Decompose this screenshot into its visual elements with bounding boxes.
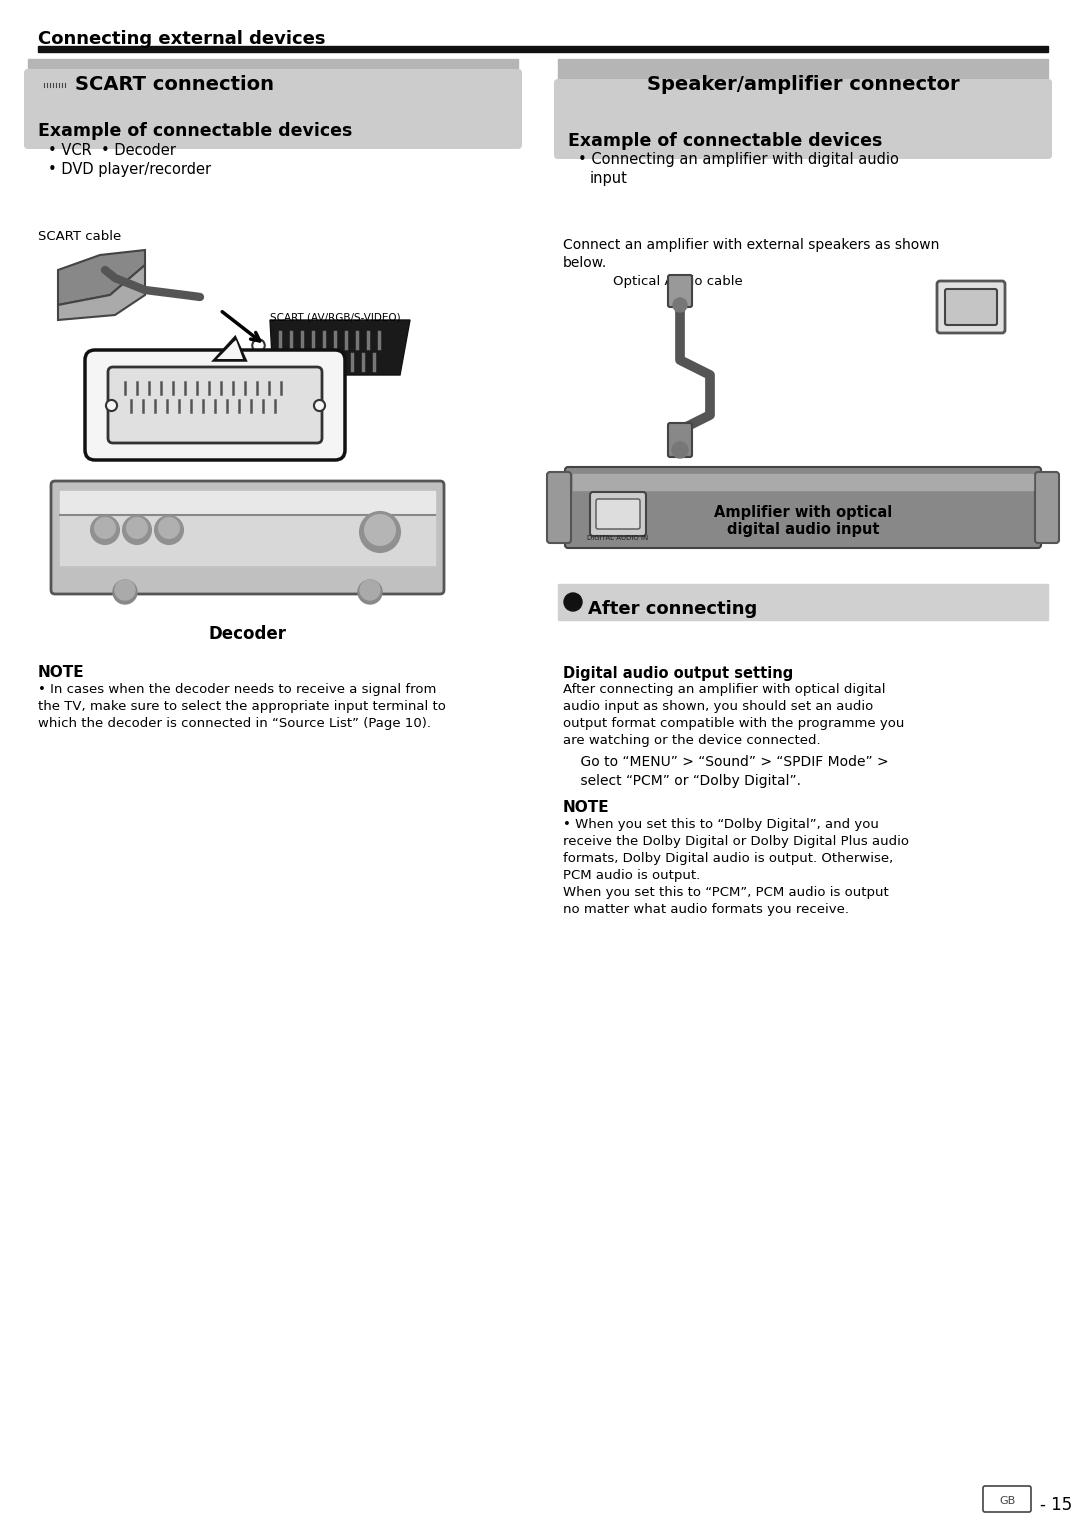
Bar [573,473,1032,490]
Circle shape [114,581,135,601]
Circle shape [564,593,582,611]
Text: SCART cable: SCART cable [38,230,121,244]
Circle shape [91,516,119,544]
Text: - 15: - 15 [1040,1497,1072,1514]
Bar [558,584,1048,620]
FancyBboxPatch shape [937,280,1005,332]
Circle shape [123,516,151,544]
Circle shape [672,443,688,458]
Circle shape [113,581,137,604]
Text: • Connecting an amplifier with digital audio: • Connecting an amplifier with digital a… [578,152,899,167]
Circle shape [360,512,400,552]
Text: DIGITAL AUDIO IN: DIGITAL AUDIO IN [588,535,649,541]
Bar [38,46,1048,52]
FancyBboxPatch shape [596,499,640,529]
Text: DIGITAL
AUDIO
OUTPUT: DIGITAL AUDIO OUTPUT [950,290,993,323]
Text: Connect an amplifier with external speakers as shown
below.: Connect an amplifier with external speak… [563,237,940,271]
Text: Decoder: Decoder [208,625,286,643]
Circle shape [360,581,380,601]
Text: Connecting external devices: Connecting external devices [38,31,325,47]
Text: Amplifier with optical
digital audio input: Amplifier with optical digital audio inp… [714,506,892,538]
Polygon shape [217,340,243,358]
Text: Optical Audio cable: Optical Audio cable [613,276,743,288]
Text: NOTE: NOTE [38,665,84,680]
Text: Example of connectable devices: Example of connectable devices [38,123,352,139]
FancyBboxPatch shape [1035,472,1059,542]
Polygon shape [58,265,145,320]
Circle shape [364,515,396,545]
FancyBboxPatch shape [669,276,692,306]
FancyBboxPatch shape [554,80,1052,159]
Text: Go to “MENU” > “Sound” > “SPDIF Mode” >
    select “PCM” or “Dolby Digital”.: Go to “MENU” > “Sound” > “SPDIF Mode” > … [563,755,889,789]
Bar [60,490,435,513]
FancyBboxPatch shape [24,69,522,149]
Bar [60,515,435,565]
Bar [28,60,518,97]
Text: SCART (AV/RGB/S-VIDEO): SCART (AV/RGB/S-VIDEO) [270,313,401,322]
Text: SCART connection: SCART connection [75,75,274,93]
Polygon shape [215,339,245,360]
Text: Speaker/amplifier connector: Speaker/amplifier connector [647,75,959,93]
Text: After connecting: After connecting [588,601,757,617]
FancyBboxPatch shape [41,70,69,89]
Text: • VCR  • Decoder: • VCR • Decoder [48,142,176,158]
FancyBboxPatch shape [546,472,571,542]
Polygon shape [58,250,145,305]
FancyBboxPatch shape [590,492,646,536]
Text: After connecting an amplifier with optical digital
audio input as shown, you sho: After connecting an amplifier with optic… [563,683,904,748]
Text: NOTE: NOTE [563,800,609,815]
Text: Digital audio output setting: Digital audio output setting [563,666,793,682]
FancyBboxPatch shape [945,290,997,325]
Text: • In cases when the decoder needs to receive a signal from
the TV, make sure to : • In cases when the decoder needs to rec… [38,683,446,731]
Text: • DVD player/recorder: • DVD player/recorder [48,162,211,178]
FancyBboxPatch shape [669,423,692,457]
FancyBboxPatch shape [85,349,345,460]
Text: Example of connectable devices: Example of connectable devices [568,132,882,150]
Text: • When you set this to “Dolby Digital”, and you
receive the Dolby Digital or Dol: • When you set this to “Dolby Digital”, … [563,818,909,916]
Circle shape [156,516,183,544]
Circle shape [357,581,382,604]
FancyBboxPatch shape [51,481,444,594]
Polygon shape [270,320,410,375]
Bar [558,60,1048,97]
Text: GB: GB [999,1497,1015,1506]
Text: input: input [590,172,627,185]
FancyBboxPatch shape [565,467,1041,548]
FancyBboxPatch shape [108,368,322,443]
Circle shape [94,516,116,539]
Circle shape [158,516,180,539]
Circle shape [126,516,148,539]
Circle shape [673,299,687,313]
